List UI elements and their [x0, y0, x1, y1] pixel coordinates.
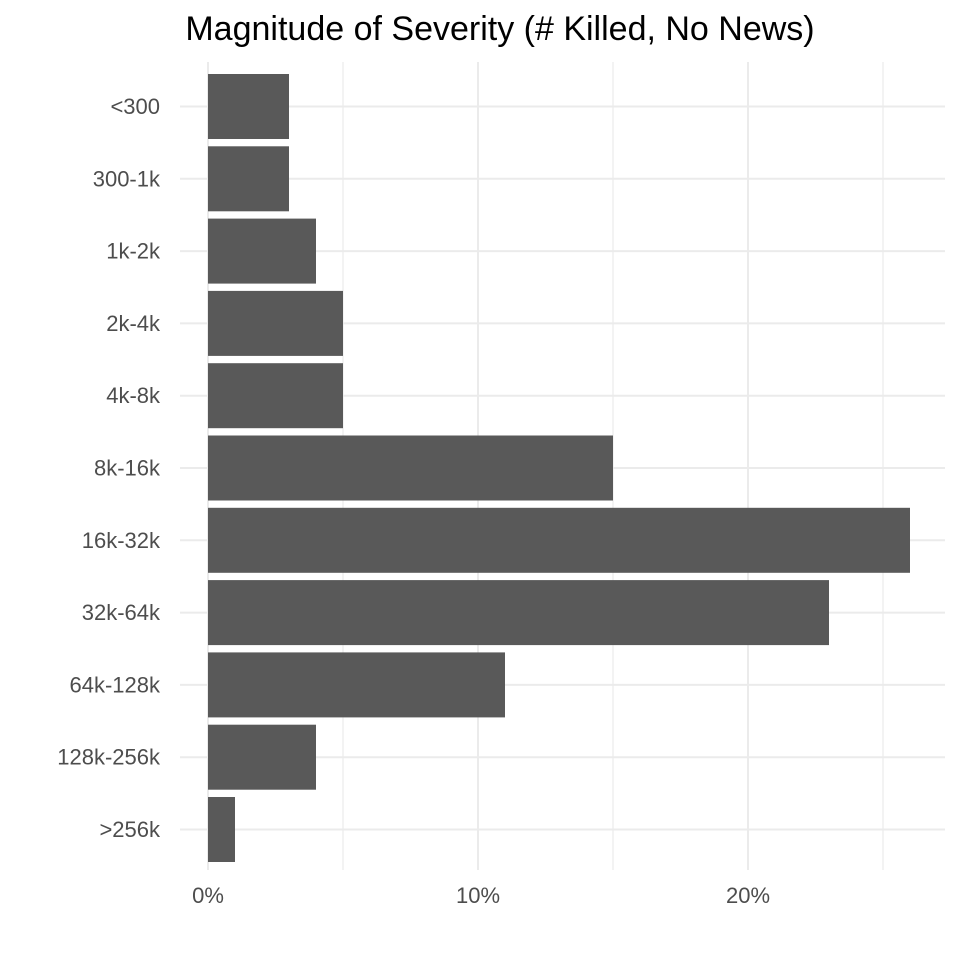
bar	[208, 363, 343, 429]
chart-title: Magnitude of Severity (# Killed, No News…	[185, 10, 814, 48]
y-tick-label: <300	[110, 94, 160, 119]
bar	[208, 435, 613, 501]
x-tick-labels: 0% 10% 20%	[192, 883, 770, 908]
y-tick-label: 16k-32k	[82, 528, 161, 553]
x-tick-label: 10%	[456, 883, 500, 908]
bar	[208, 507, 910, 573]
y-tick-label: 4k-8k	[106, 383, 161, 408]
y-tick-label: 32k-64k	[82, 600, 161, 625]
y-tick-label: 128k-256k	[57, 745, 161, 770]
bar	[208, 218, 316, 284]
bar	[208, 724, 316, 790]
y-tick-label: 1k-2k	[106, 239, 161, 264]
bar	[208, 580, 829, 646]
bars-layer	[208, 74, 910, 862]
y-tick-labels: <300 300-1k 1k-2k 2k-4k 4k-8k 8k-16k 16k-32k 32…	[57, 94, 161, 842]
bar	[208, 652, 505, 718]
bar	[208, 74, 289, 139]
y-tick-label: >256k	[99, 817, 161, 842]
bar	[208, 146, 289, 212]
x-tick-label: 0%	[192, 883, 224, 908]
y-tick-label: 2k-4k	[106, 311, 161, 336]
y-tick-label: 64k-128k	[69, 672, 161, 697]
x-tick-label: 20%	[726, 883, 770, 908]
bar	[208, 290, 343, 356]
y-tick-label: 300-1k	[93, 166, 161, 191]
bar	[208, 797, 235, 862]
y-tick-label: 8k-16k	[94, 456, 161, 481]
